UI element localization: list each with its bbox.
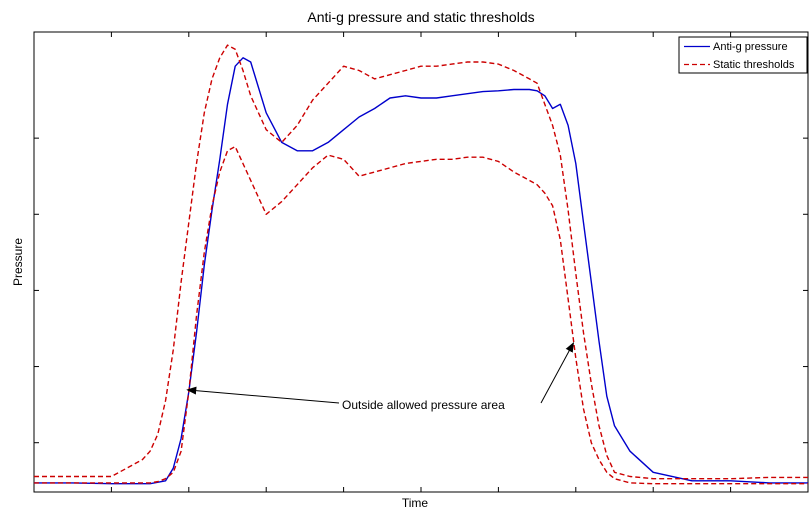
annotation-arrow-0 bbox=[186, 386, 340, 404]
annotation-text: Outside allowed pressure area bbox=[342, 398, 505, 412]
series-lines bbox=[34, 44, 808, 485]
legend-box bbox=[678, 36, 808, 74]
chart-title: Anti-g pressure and static thresholds bbox=[307, 9, 534, 25]
series-line-0 bbox=[34, 57, 808, 485]
legend-label-static: Static thresholds bbox=[713, 59, 795, 71]
plot-frame bbox=[33, 31, 809, 493]
annotation-arrow-1 bbox=[540, 341, 574, 404]
series-line-2 bbox=[34, 145, 808, 485]
tick-marks bbox=[34, 32, 808, 492]
annotation: Outside allowed pressure area bbox=[186, 341, 574, 412]
y-axis-label: Pressure bbox=[11, 238, 25, 286]
series-line-1 bbox=[34, 44, 808, 480]
legend: Anti-g pressure Static thresholds bbox=[678, 36, 808, 74]
legend-label-anti-g: Anti-g pressure bbox=[713, 41, 788, 53]
x-axis-label: Time bbox=[402, 496, 429, 510]
